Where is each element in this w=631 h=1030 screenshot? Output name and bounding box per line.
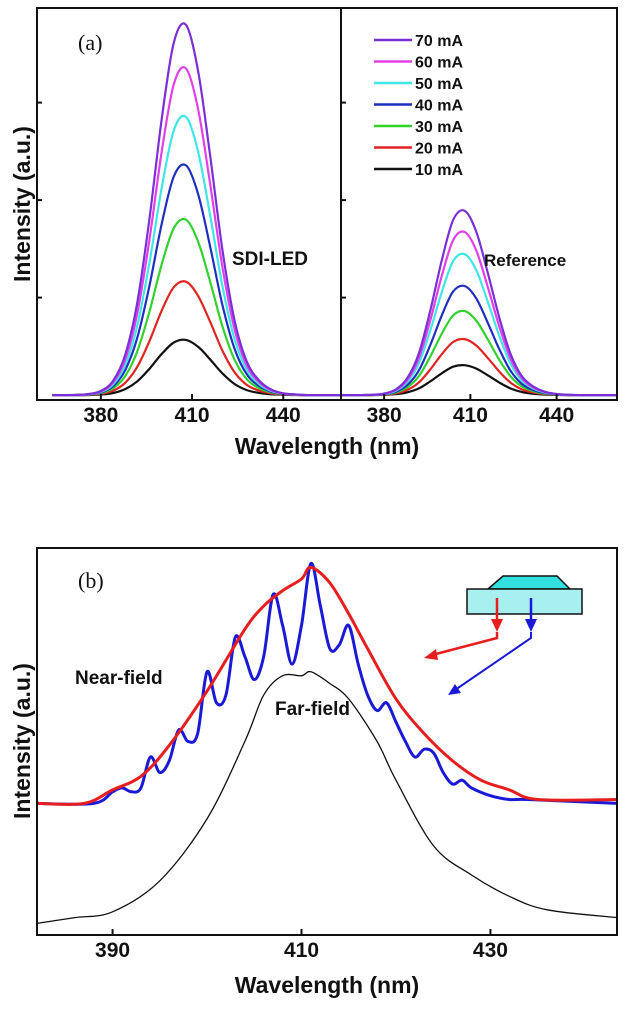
inset-blue-arrowhead-icon xyxy=(525,619,537,632)
legend-label: 40 mA xyxy=(415,98,463,115)
panel-a-x-axis-title: Wavelength (nm) xyxy=(235,433,419,459)
blue-pointer-arrow xyxy=(454,632,532,691)
x-tick-label: 380 xyxy=(367,404,402,427)
series-line-30-ma xyxy=(52,217,341,397)
series-line-far-field xyxy=(36,670,618,925)
legend-label: 50 mA xyxy=(415,76,463,93)
inset-red-arrowhead-icon xyxy=(491,619,503,632)
red-pointer-arrow xyxy=(431,632,499,657)
legend-label: 30 mA xyxy=(415,119,463,136)
panel-a-frame xyxy=(36,7,618,401)
reference-curves xyxy=(341,209,617,397)
series-line-near-field-blue- xyxy=(36,561,618,806)
panel-b: 390 410 430 (b) Near-field Far-field Wavel… xyxy=(9,547,618,998)
panel-b-x-axis-title: Wavelength (nm) xyxy=(235,972,419,998)
series-line-near-field-red- xyxy=(36,565,618,806)
series-line-10-ma xyxy=(341,364,617,397)
panel-a-y-axis-title: Intensity (a.u.) xyxy=(9,126,35,282)
series-line-20-ma xyxy=(52,280,341,397)
panel-b-frame xyxy=(36,547,618,936)
x-tick-label: 440 xyxy=(266,404,301,427)
panel-b-y-axis-title: Intensity (a.u.) xyxy=(9,663,35,819)
series-line-70-ma xyxy=(52,22,341,397)
x-tick-label: 380 xyxy=(83,404,118,427)
series-line-40-ma xyxy=(52,163,341,397)
x-tick-label: 410 xyxy=(284,939,319,962)
legend-label: 70 mA xyxy=(415,33,463,50)
near-field-annotation: Near-field xyxy=(75,668,163,689)
x-tick-label: 430 xyxy=(473,939,508,962)
x-tick-label: 410 xyxy=(453,404,488,427)
sdi-led-curves xyxy=(52,22,341,397)
series-line-40-ma xyxy=(341,284,617,397)
series-line-70-ma xyxy=(341,209,617,397)
reference-annotation: Reference xyxy=(484,251,566,270)
series-line-30-ma xyxy=(341,309,617,397)
legend-label: 10 mA xyxy=(415,162,463,179)
led-structure-inset xyxy=(424,575,583,695)
series-line-20-ma xyxy=(341,337,617,397)
x-tick-label: 440 xyxy=(539,404,574,427)
panel-a-label: (a) xyxy=(78,30,102,55)
far-field-annotation: Far-field xyxy=(275,699,350,720)
panel-a: 380 410 440 380 410 440 (a) SDI-LED Reference… xyxy=(9,7,618,459)
inset-substrate xyxy=(466,588,583,615)
inset-mesa xyxy=(485,575,572,590)
panel-b-ticks: 390 410 430 xyxy=(95,929,508,962)
legend: 70 mA 60 mA 50 mA 40 mA 30 mA 20 mA 10 mA xyxy=(374,33,463,179)
panel-a-ticks: 380 410 440 380 410 440 xyxy=(37,101,574,427)
legend-label: 20 mA xyxy=(415,141,463,158)
legend-label: 60 mA xyxy=(415,55,463,72)
panel-b-curves xyxy=(36,561,618,925)
red-pointer-arrowhead-icon xyxy=(424,649,438,660)
series-line-10-ma xyxy=(52,338,341,397)
sdi-led-annotation: SDI-LED xyxy=(232,249,308,270)
blue-pointer-arrowhead-icon xyxy=(448,684,461,695)
panel-b-label: (b) xyxy=(78,568,104,593)
x-tick-label: 410 xyxy=(175,404,210,427)
x-tick-label: 390 xyxy=(95,939,130,962)
